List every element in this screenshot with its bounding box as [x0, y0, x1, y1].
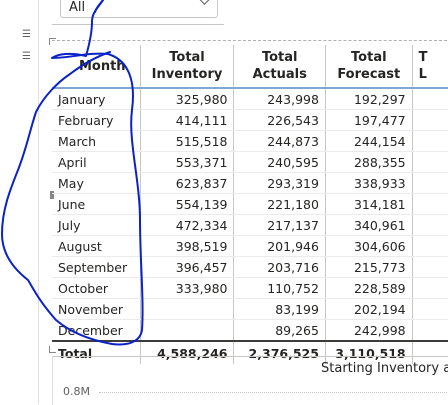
- value-cell: 240,595: [233, 151, 326, 173]
- truncated-cell: [412, 214, 448, 236]
- value-cell: 221,180: [233, 193, 326, 215]
- month-cell: December: [52, 319, 141, 342]
- value-cell: 244,873: [233, 130, 326, 152]
- table-row[interactable]: December 89,265 242,998: [52, 319, 448, 342]
- gridline: [99, 392, 448, 393]
- matrix-visual[interactable]: Month Total Inventory Total Actuals Total F…: [49, 38, 448, 364]
- table-row[interactable]: May 623,837 293,319 338,933: [52, 172, 448, 194]
- value-cell: 623,837: [140, 172, 235, 194]
- slicer-value: All: [69, 0, 86, 15]
- starting-inventory-chart[interactable]: Starting Inventory a 0.8M: [52, 356, 448, 405]
- month-cell: May: [52, 172, 141, 194]
- table-row[interactable]: November 83,199 202,194: [52, 298, 448, 320]
- month-cell: January: [52, 88, 141, 110]
- value-cell: 340,961: [325, 214, 413, 236]
- table-row[interactable]: March 515,518 244,873 244,154: [52, 130, 448, 152]
- table-row[interactable]: August 398,519 201,946 304,606: [52, 235, 448, 257]
- month-cell: July: [52, 214, 141, 236]
- y-axis-label: 0.8M: [63, 385, 90, 398]
- month-cell: November: [52, 298, 141, 320]
- table-row[interactable]: January 325,980 243,998 192,297: [52, 88, 448, 110]
- value-cell: 244,154: [325, 130, 413, 152]
- value-cell: 554,139: [140, 193, 235, 215]
- truncated-cell: [412, 109, 448, 131]
- value-cell: 304,606: [325, 235, 413, 257]
- month-cell: March: [52, 130, 141, 152]
- table-row[interactable]: April 553,371 240,595 288,355: [52, 151, 448, 173]
- truncated-cell: [412, 277, 448, 299]
- column-header-total-actuals[interactable]: Total Actuals: [233, 45, 326, 89]
- month-cell: June: [52, 193, 141, 215]
- value-cell: 192,297: [325, 88, 413, 110]
- value-cell: 325,980: [140, 88, 235, 110]
- month-cell: September: [52, 256, 141, 278]
- header-row: Month Total Inventory Total Actuals Total F…: [52, 45, 448, 89]
- value-cell: 228,589: [325, 277, 413, 299]
- value-cell: 414,111: [140, 109, 235, 131]
- inventory-matrix: Month Total Inventory Total Actuals Total F…: [52, 45, 448, 364]
- table-row[interactable]: June 554,139 221,180 314,181: [52, 193, 448, 215]
- table-row[interactable]: September 396,457 203,716 215,773: [52, 256, 448, 278]
- value-cell: 288,355: [325, 151, 413, 173]
- table-row[interactable]: October 333,980 110,752 228,589: [52, 277, 448, 299]
- left-toolbar-strip: ☰ ☰: [0, 0, 50, 404]
- truncated-cell: [412, 193, 448, 215]
- column-header-total-inventory[interactable]: Total Inventory: [140, 45, 235, 89]
- value-cell: 293,319: [233, 172, 326, 194]
- slicer-dropdown[interactable]: All: [60, 0, 218, 18]
- truncated-cell: [412, 151, 448, 173]
- column-header-month[interactable]: Month: [52, 45, 141, 89]
- truncated-cell: [412, 235, 448, 257]
- chart-title: Starting Inventory a: [321, 361, 448, 376]
- value-cell: 242,998: [325, 319, 413, 342]
- value-cell: 314,181: [325, 193, 413, 215]
- truncated-cell: [412, 172, 448, 194]
- value-cell: 553,371: [140, 151, 235, 173]
- value-cell: 217,137: [233, 214, 326, 236]
- value-cell: [140, 298, 235, 320]
- value-cell: 398,519: [140, 235, 235, 257]
- value-cell: 226,543: [233, 109, 326, 131]
- value-cell: 197,477: [325, 109, 413, 131]
- value-cell: 201,946: [233, 235, 326, 257]
- value-cell: [140, 319, 235, 342]
- value-cell: 110,752: [233, 277, 326, 299]
- value-cell: 333,980: [140, 277, 235, 299]
- value-cell: 515,518: [140, 130, 235, 152]
- truncated-cell: [412, 340, 448, 364]
- table-row[interactable]: February 414,111 226,543 197,477: [52, 109, 448, 131]
- truncated-cell: [412, 319, 448, 342]
- value-cell: 89,265: [233, 319, 326, 342]
- value-cell: 338,933: [325, 172, 413, 194]
- month-cell: April: [52, 151, 141, 173]
- filter-icon[interactable]: ☰: [22, 51, 31, 62]
- truncated-cell: [412, 130, 448, 152]
- value-cell: 215,773: [325, 256, 413, 278]
- collapse-icon[interactable]: ☰: [22, 29, 31, 40]
- value-cell: 396,457: [140, 256, 235, 278]
- month-slicer: All: [52, 0, 224, 25]
- chevron-down-icon: [198, 0, 211, 5]
- value-cell: 202,194: [325, 298, 413, 320]
- truncated-cell: [412, 88, 448, 110]
- value-cell: 83,199: [233, 298, 326, 320]
- month-cell: February: [52, 109, 141, 131]
- month-cell: August: [52, 235, 141, 257]
- table-row[interactable]: July 472,334 217,137 340,961: [52, 214, 448, 236]
- month-cell: October: [52, 277, 141, 299]
- value-cell: 203,716: [233, 256, 326, 278]
- value-cell: 472,334: [140, 214, 235, 236]
- truncated-cell: [412, 298, 448, 320]
- divider: [38, 0, 39, 404]
- truncated-cell: [412, 256, 448, 278]
- column-header-total-forecast[interactable]: Total Forecast: [325, 45, 413, 89]
- value-cell: 243,998: [233, 88, 326, 110]
- resize-corner[interactable]: [49, 38, 56, 45]
